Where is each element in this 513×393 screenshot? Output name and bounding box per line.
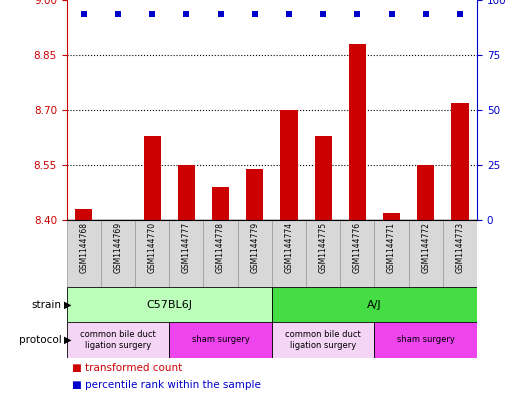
- Text: GSM1144779: GSM1144779: [250, 222, 259, 273]
- Bar: [374, 322, 477, 358]
- Bar: [212, 187, 229, 220]
- Text: common bile duct
ligation surgery: common bile duct ligation surgery: [80, 330, 156, 350]
- Bar: [349, 44, 366, 220]
- Text: C57BL6J: C57BL6J: [146, 299, 192, 310]
- Bar: [169, 322, 272, 358]
- Text: GSM1144772: GSM1144772: [421, 222, 430, 273]
- Bar: [374, 220, 409, 287]
- Text: GSM1144768: GSM1144768: [80, 222, 88, 273]
- Text: GSM1144778: GSM1144778: [216, 222, 225, 273]
- Text: GSM1144777: GSM1144777: [182, 222, 191, 273]
- Bar: [204, 220, 238, 287]
- Text: strain: strain: [32, 299, 62, 310]
- Text: GSM1144774: GSM1144774: [285, 222, 293, 273]
- Text: GSM1144775: GSM1144775: [319, 222, 328, 273]
- Bar: [169, 220, 204, 287]
- Bar: [272, 322, 374, 358]
- Text: A/J: A/J: [367, 299, 382, 310]
- Bar: [306, 220, 340, 287]
- Bar: [67, 220, 101, 287]
- Text: ▶: ▶: [64, 299, 72, 310]
- Bar: [417, 165, 435, 220]
- Text: ■ percentile rank within the sample: ■ percentile rank within the sample: [72, 380, 261, 389]
- Bar: [443, 220, 477, 287]
- Text: GSM1144771: GSM1144771: [387, 222, 396, 273]
- Bar: [281, 110, 298, 220]
- Text: GSM1144776: GSM1144776: [353, 222, 362, 273]
- Text: ■ transformed count: ■ transformed count: [72, 362, 182, 373]
- Bar: [144, 136, 161, 220]
- Text: GSM1144769: GSM1144769: [113, 222, 123, 273]
- Bar: [272, 220, 306, 287]
- Bar: [67, 287, 272, 322]
- Text: sham surgery: sham surgery: [192, 336, 249, 344]
- Bar: [272, 287, 477, 322]
- Bar: [75, 209, 92, 220]
- Bar: [101, 220, 135, 287]
- Bar: [451, 103, 468, 220]
- Bar: [314, 136, 332, 220]
- Bar: [486, 110, 503, 220]
- Bar: [238, 220, 272, 287]
- Bar: [135, 220, 169, 287]
- Text: sham surgery: sham surgery: [397, 336, 455, 344]
- Bar: [409, 220, 443, 287]
- Bar: [178, 165, 195, 220]
- Bar: [383, 213, 400, 220]
- Text: ▶: ▶: [64, 335, 72, 345]
- Text: protocol: protocol: [19, 335, 62, 345]
- Text: GSM1144773: GSM1144773: [456, 222, 464, 273]
- Bar: [246, 169, 263, 220]
- Bar: [67, 322, 169, 358]
- Text: GSM1144770: GSM1144770: [148, 222, 156, 273]
- Bar: [340, 220, 374, 287]
- Text: common bile duct
ligation surgery: common bile duct ligation surgery: [285, 330, 361, 350]
